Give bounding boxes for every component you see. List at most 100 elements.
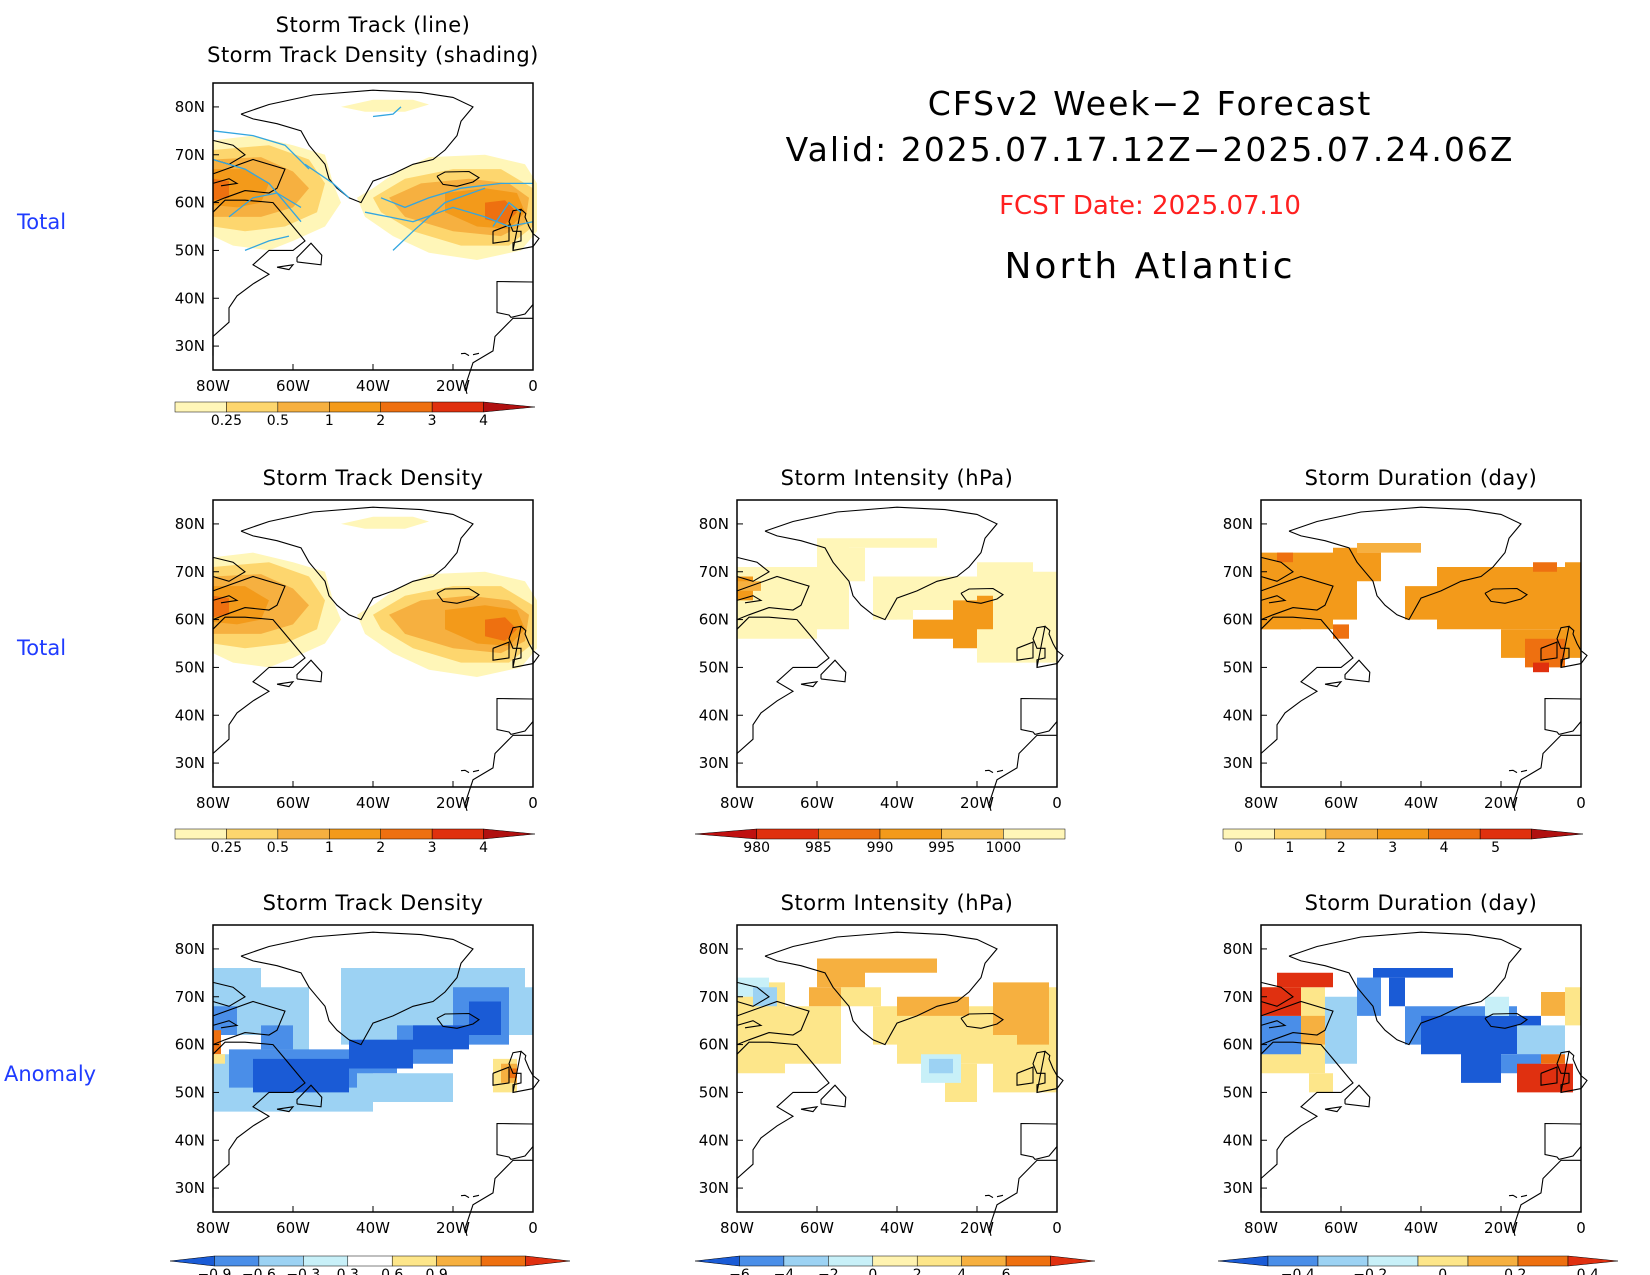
- lat-tick-label: 50N: [699, 1083, 729, 1101]
- shading-region: [817, 538, 849, 630]
- lat-tick-label: 60N: [175, 611, 205, 629]
- colorbar-cell: [1517, 1255, 1569, 1267]
- lon-tick-label: 80W: [196, 377, 230, 395]
- colorbar-cell: [1005, 1255, 1051, 1267]
- colorbar-label: 0.4: [1577, 1267, 1599, 1275]
- shading-region: [1357, 977, 1381, 1016]
- colorbar-cell: [1377, 828, 1429, 840]
- shading-region: [897, 996, 969, 1016]
- lat-tick-label: 80N: [175, 98, 205, 116]
- lon-tick-label: 40W: [356, 1219, 390, 1237]
- colorbar-cell: [226, 401, 279, 413]
- colorbar-cell: [277, 401, 330, 413]
- coastline: [460, 1194, 470, 1199]
- colorbar-cell: [480, 1255, 526, 1267]
- colorbar-cell: [1467, 1255, 1519, 1267]
- lat-tick-label: 50N: [175, 658, 205, 676]
- map-panel-duration-anom: [1260, 924, 1588, 1237]
- coastline: [464, 734, 533, 812]
- lon-tick-label: 20W: [1484, 1219, 1518, 1237]
- colorbar-label: −0.4: [1281, 1267, 1315, 1275]
- coastline: [212, 556, 246, 582]
- shading-region: [1325, 996, 1357, 1064]
- lat-tick-label: 40N: [175, 1131, 205, 1149]
- region-name: North Atlantic: [1004, 246, 1296, 287]
- lat-tick-label: 40N: [699, 1131, 729, 1149]
- shading-region: [1485, 996, 1509, 1016]
- coastline: [1032, 1050, 1064, 1094]
- lat-tick-label: 60N: [1223, 611, 1253, 629]
- coastline: [800, 681, 819, 688]
- lon-tick-label: 60W: [800, 1219, 834, 1237]
- coastline: [1520, 1194, 1528, 1198]
- coastline: [240, 931, 474, 1046]
- colorbar-label: −0.9: [197, 1267, 231, 1275]
- coastline: [1512, 734, 1581, 812]
- lon-tick-label: 40W: [880, 794, 914, 812]
- coastline: [1484, 587, 1528, 604]
- coastline: [212, 595, 239, 604]
- lat-tick-label: 50N: [699, 658, 729, 676]
- colorbar-cell: [1479, 828, 1532, 840]
- lon-tick-label: 60W: [1324, 794, 1358, 812]
- lat-tick-label: 70N: [699, 563, 729, 581]
- shading-region: [849, 547, 865, 582]
- colorbar-label: 1: [1285, 840, 1294, 856]
- coastline: [496, 697, 534, 736]
- colorbar-label: 0.5: [267, 413, 289, 429]
- shading-region: [1437, 567, 1565, 630]
- storm-track-line: [392, 187, 486, 251]
- coastline: [436, 1012, 480, 1029]
- lat-tick-label: 30N: [175, 754, 205, 772]
- colorbar-label: 3: [428, 840, 437, 856]
- colorbar-arrow: [1567, 1255, 1619, 1267]
- lat-tick-label: 80N: [1223, 940, 1253, 958]
- lat-tick-label: 50N: [1223, 658, 1253, 676]
- colorbar-label: 0.2: [1504, 1267, 1526, 1275]
- coastline: [212, 616, 306, 773]
- colorbar-cell: [174, 401, 227, 413]
- lat-tick-label: 30N: [175, 1179, 205, 1197]
- lat-tick-label: 70N: [699, 988, 729, 1006]
- colorbar-cell: [226, 828, 279, 840]
- lon-tick-label: 40W: [1404, 794, 1438, 812]
- lon-tick-label: 60W: [276, 377, 310, 395]
- coastline: [1288, 506, 1522, 621]
- colorbar-duration-anom: −0.4 −0.2 0 0.2 0.4: [1217, 1255, 1619, 1275]
- coastline: [764, 506, 998, 621]
- colorbar-label: 1000: [986, 840, 1022, 856]
- coastline: [1020, 1122, 1058, 1161]
- shading-region: [913, 619, 953, 639]
- colorbar-label: 6: [1002, 1267, 1011, 1275]
- coastline: [988, 1159, 1057, 1237]
- shading-region: [1565, 987, 1581, 1026]
- coastline: [736, 616, 830, 773]
- coastline: [492, 641, 510, 661]
- coastline: [508, 1050, 540, 1094]
- coastline: [984, 769, 994, 774]
- shading-region: [929, 1058, 953, 1074]
- lat-tick-label: 80N: [699, 515, 729, 533]
- shading-region: [1421, 1015, 1541, 1055]
- panel-title-track-line: Storm Track (line): [275, 13, 471, 37]
- colorbar-label: 0: [868, 1267, 877, 1275]
- row-label-anomaly: Anomaly: [4, 1062, 97, 1086]
- colorbar-arrow: [1531, 828, 1584, 840]
- shading-region: [1565, 562, 1581, 658]
- shading-region: [341, 516, 429, 529]
- colorbar-label: 0.5: [267, 840, 289, 856]
- coastline: [1544, 697, 1582, 736]
- map-panel-track: [212, 82, 540, 395]
- colorbar-label: 0: [1438, 1267, 1447, 1275]
- colorbar-label: 2: [913, 1267, 922, 1275]
- coastline: [1512, 1159, 1581, 1237]
- coastline: [1556, 625, 1588, 669]
- lon-tick-label: 80W: [1244, 1219, 1278, 1237]
- shading-region: [1517, 1025, 1565, 1055]
- coastline: [960, 587, 1004, 604]
- shading-region: [1277, 552, 1293, 563]
- shading-region: [1541, 992, 1565, 1007]
- coastline: [1260, 595, 1287, 604]
- lon-tick-label: 60W: [1324, 1219, 1358, 1237]
- coastline: [492, 224, 510, 244]
